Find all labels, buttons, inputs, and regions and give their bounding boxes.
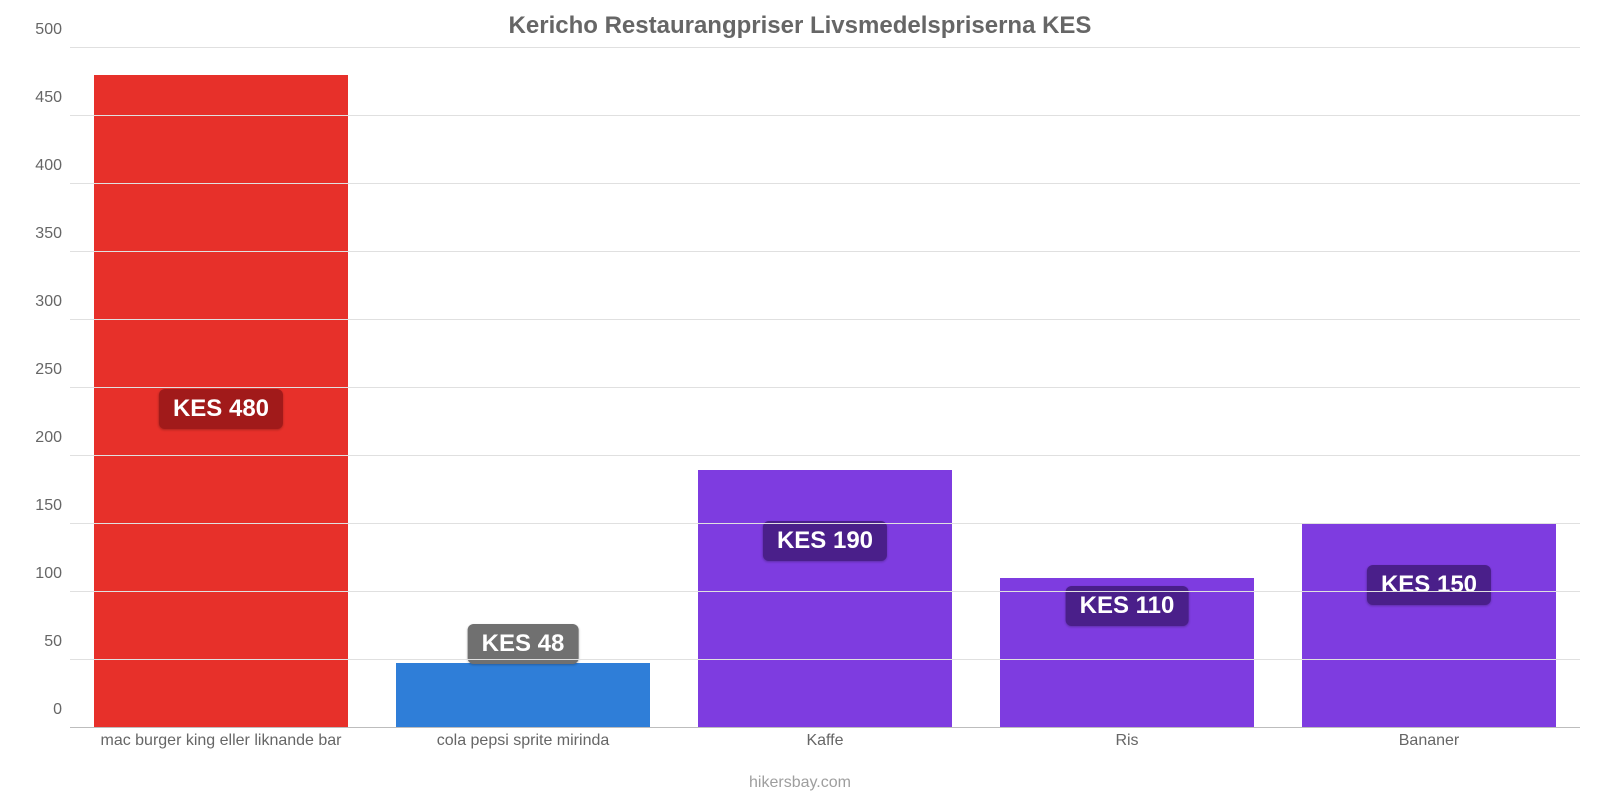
- bar: KES 110: [1000, 578, 1254, 728]
- y-tick-label: 50: [44, 633, 62, 651]
- gridline: [70, 455, 1580, 456]
- y-tick-label: 400: [35, 157, 62, 175]
- gridline: [70, 251, 1580, 252]
- value-badge: KES 48: [468, 624, 579, 664]
- gridline: [70, 319, 1580, 320]
- y-tick-label: 150: [35, 497, 62, 515]
- bar-slot: KES 190: [674, 48, 976, 728]
- bar: KES 150: [1302, 524, 1556, 728]
- bar-slot: KES 110: [976, 48, 1278, 728]
- x-axis-label: mac burger king eller liknande bar: [70, 732, 372, 750]
- x-axis-labels: mac burger king eller liknande barcola p…: [70, 732, 1580, 750]
- y-tick-label: 250: [35, 361, 62, 379]
- gridline: [70, 47, 1580, 48]
- price-bar-chart: Kericho Restaurangpriser Livsmedelsprise…: [0, 0, 1600, 800]
- y-tick-label: 450: [35, 89, 62, 107]
- x-axis-label: Ris: [976, 732, 1278, 750]
- gridline: [70, 183, 1580, 184]
- y-tick-label: 500: [35, 21, 62, 39]
- bars-container: KES 480 KES 48 KES 190 KES 110 KES 150: [70, 48, 1580, 728]
- bar-slot: KES 48: [372, 48, 674, 728]
- bar: KES 190: [698, 470, 952, 728]
- y-tick-label: 350: [35, 225, 62, 243]
- x-axis-label: Kaffe: [674, 732, 976, 750]
- gridline: [70, 523, 1580, 524]
- value-badge: KES 190: [763, 521, 887, 561]
- x-axis-label: Bananer: [1278, 732, 1580, 750]
- gridline: [70, 115, 1580, 116]
- bar-slot: KES 150: [1278, 48, 1580, 728]
- y-tick-label: 200: [35, 429, 62, 447]
- gridline: [70, 659, 1580, 660]
- y-tick-label: 100: [35, 565, 62, 583]
- y-tick-label: 0: [53, 701, 62, 719]
- chart-title: Kericho Restaurangpriser Livsmedelsprise…: [0, 0, 1600, 40]
- x-axis-line: [70, 727, 1580, 728]
- bar-slot: KES 480: [70, 48, 372, 728]
- y-tick-label: 300: [35, 293, 62, 311]
- gridline: [70, 387, 1580, 388]
- x-axis-label: cola pepsi sprite mirinda: [372, 732, 674, 750]
- value-badge: KES 150: [1367, 565, 1491, 605]
- bar: KES 48: [396, 663, 650, 728]
- plot-area: KES 480KES 48KES 190KES 110KES 150 05010…: [70, 48, 1580, 728]
- chart-source: hikersbay.com: [0, 774, 1600, 792]
- gridline: [70, 591, 1580, 592]
- value-badge: KES 480: [159, 389, 283, 429]
- bar: KES 480: [94, 75, 348, 728]
